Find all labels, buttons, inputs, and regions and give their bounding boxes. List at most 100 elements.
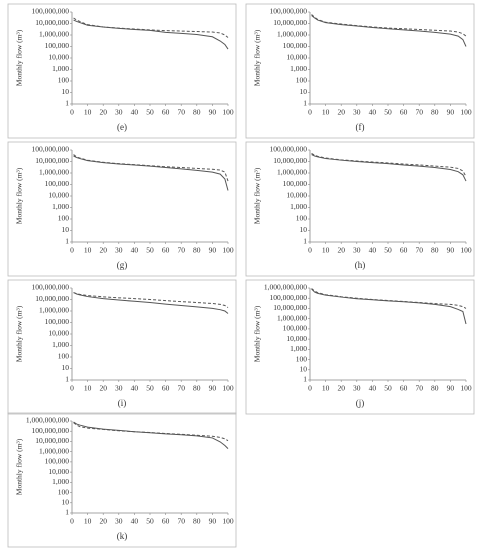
x-tick-label: 90	[209, 246, 217, 255]
flow-line	[73, 19, 229, 50]
x-tick-label: 70	[415, 384, 423, 393]
y-tick-label: 10	[62, 497, 70, 506]
x-tick-label: 50	[384, 108, 392, 117]
x-tick-label: 50	[384, 246, 392, 255]
y-tick-label: 10,000,000	[35, 18, 69, 27]
y-tick-label: 10	[62, 225, 70, 234]
x-tick-label: 20	[99, 517, 107, 526]
y-tick-label: 1,000,000	[277, 168, 307, 177]
x-tick-label: 90	[447, 246, 455, 255]
y-tick-label: 1	[303, 375, 307, 384]
x-tick-label: 40	[369, 108, 377, 117]
y-tick-label: 10,000,000	[273, 303, 307, 312]
x-tick-label: 70	[415, 108, 423, 117]
x-tick-label: 90	[209, 384, 217, 393]
y-tick-label: 10,000	[48, 53, 69, 62]
y-tick-label: 100,000,000	[32, 426, 70, 435]
y-tick-label: 1	[303, 237, 307, 246]
panel-border	[245, 3, 475, 139]
x-tick-label: 70	[177, 517, 185, 526]
flow-line	[73, 422, 229, 442]
panel: 1101001,00010,000100,0001,000,00010,000,…	[245, 3, 475, 139]
x-tick-label: 50	[146, 384, 154, 393]
x-tick-label: 60	[162, 246, 170, 255]
x-tick-label: 100	[222, 108, 234, 117]
y-tick-label: 100,000	[45, 457, 70, 466]
y-axis-label: Monthly flow (m³)	[15, 438, 24, 495]
y-tick-label: 100,000	[45, 179, 70, 188]
y-tick-label: 10	[300, 364, 308, 373]
y-tick-label: 10	[300, 87, 308, 96]
flow-line	[73, 17, 229, 38]
y-axis-label: Monthly flow (m³)	[253, 167, 262, 224]
panel-label: (k)	[117, 531, 128, 541]
x-tick-label: 80	[193, 517, 201, 526]
y-tick-label: 100	[296, 76, 308, 85]
panel-border	[245, 279, 475, 415]
panel: 1101001,00010,000100,0001,000,00010,000,…	[245, 279, 475, 415]
y-tick-label: 100,000,000	[270, 145, 308, 154]
panel-border	[7, 3, 237, 139]
x-tick-label: 0	[70, 384, 74, 393]
x-tick-label: 0	[70, 517, 74, 526]
x-tick-label: 30	[353, 108, 361, 117]
flow-line	[311, 15, 467, 47]
panel-border	[7, 412, 237, 548]
panel-border	[7, 141, 237, 277]
flow-line	[73, 421, 229, 449]
flow-line	[311, 288, 467, 309]
x-tick-label: 50	[146, 108, 154, 117]
y-tick-label: 100,000	[283, 41, 308, 50]
y-tick-label: 100,000,000	[32, 145, 70, 154]
y-tick-label: 10,000	[48, 329, 69, 338]
y-tick-label: 100,000	[283, 324, 308, 333]
y-tick-label: 1,000	[290, 64, 307, 73]
x-tick-label: 30	[115, 517, 123, 526]
y-tick-label: 10,000,000	[35, 436, 69, 445]
x-tick-label: 10	[322, 246, 330, 255]
panel-label: (h)	[355, 260, 366, 270]
x-tick-label: 100	[460, 246, 472, 255]
x-tick-label: 30	[353, 384, 361, 393]
y-tick-label: 100,000,000	[32, 283, 70, 292]
x-tick-label: 40	[131, 384, 139, 393]
y-tick-label: 100,000,000	[270, 7, 308, 16]
panel-label: (e)	[117, 122, 127, 132]
x-tick-label: 0	[308, 108, 312, 117]
flow-line	[311, 288, 467, 325]
panel-label: (g)	[117, 260, 128, 270]
y-tick-label: 1,000,000	[39, 306, 69, 315]
x-tick-label: 0	[70, 108, 74, 117]
x-tick-label: 0	[70, 246, 74, 255]
x-tick-label: 60	[162, 108, 170, 117]
x-tick-label: 40	[369, 246, 377, 255]
y-tick-label: 1	[65, 99, 69, 108]
y-tick-label: 1	[303, 99, 307, 108]
y-tick-label: 10,000,000	[273, 156, 307, 165]
y-tick-label: 100,000	[283, 179, 308, 188]
x-tick-label: 60	[400, 108, 408, 117]
y-tick-label: 1,000	[52, 340, 69, 349]
y-tick-label: 10,000	[48, 191, 69, 200]
x-tick-label: 20	[99, 246, 107, 255]
x-tick-label: 30	[115, 108, 123, 117]
panel-label: (i)	[118, 398, 127, 408]
y-tick-label: 1,000,000	[39, 168, 69, 177]
x-tick-label: 60	[400, 384, 408, 393]
y-tick-label: 10	[300, 225, 308, 234]
panel-border	[7, 279, 237, 415]
x-tick-label: 30	[353, 246, 361, 255]
x-tick-label: 70	[177, 246, 185, 255]
y-axis-label: Monthly flow (m³)	[15, 305, 24, 362]
y-tick-label: 1,000,000,000	[26, 416, 69, 425]
panel: 1101001,00010,000100,0001,000,00010,000,…	[7, 3, 237, 139]
panel: 1101001,00010,000100,0001,000,00010,000,…	[7, 279, 237, 415]
y-tick-label: 1,000,000	[277, 313, 307, 322]
y-tick-label: 10,000,000	[273, 18, 307, 27]
x-tick-label: 20	[337, 246, 345, 255]
y-axis-label: Monthly flow (m³)	[15, 167, 24, 224]
x-tick-label: 80	[431, 108, 439, 117]
x-tick-label: 40	[369, 384, 377, 393]
x-tick-label: 30	[115, 246, 123, 255]
